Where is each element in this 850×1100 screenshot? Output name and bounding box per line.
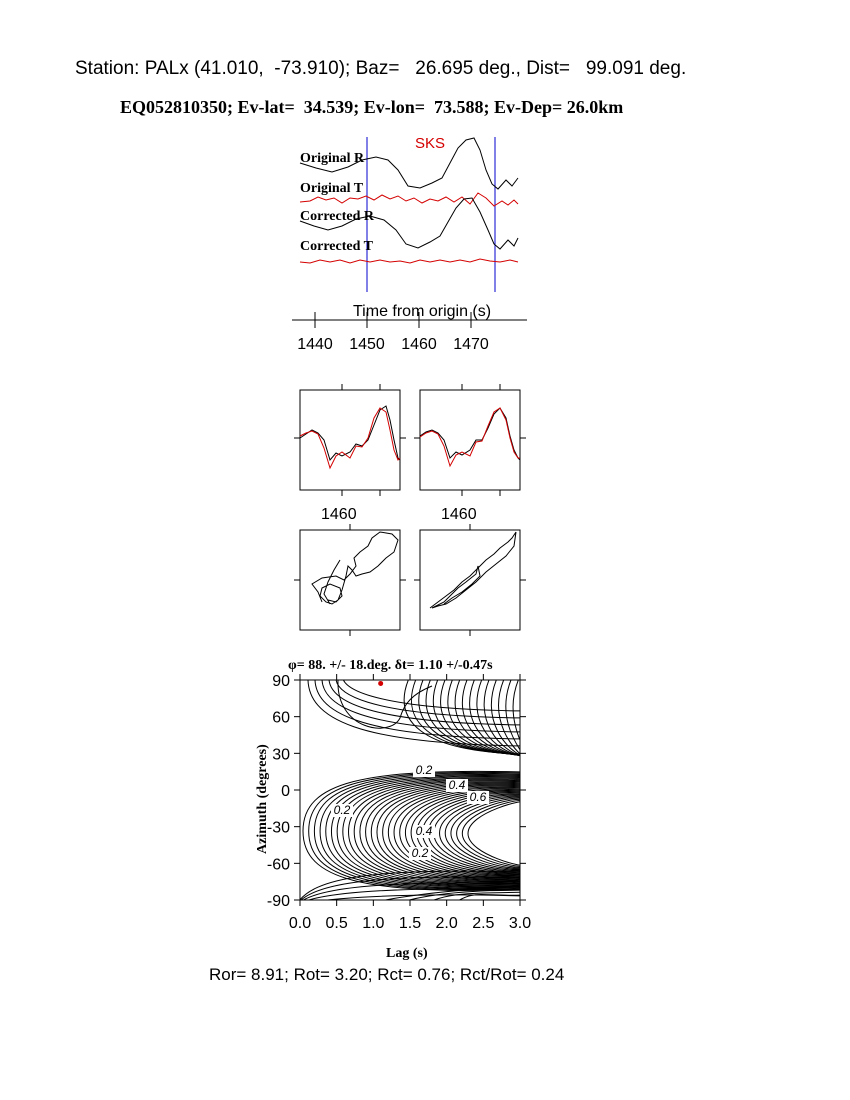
contour-line-center [313,772,520,890]
contour-value-label: 0.6 [470,790,487,804]
contour-line-upper-left [314,680,520,740]
trace-label-corrected-t: Corrected T [300,239,374,254]
contour-label-bg [409,847,431,860]
contour-y-tick-label: 30 [272,746,290,763]
contour-line-upper-left [328,680,520,726]
time-tick-label: 1460 [401,336,437,353]
contour-y-tick-label: 0 [281,783,290,800]
contour-x-tick-label: 3.0 [509,915,531,932]
trace-corrected-r [299,197,519,250]
contour-line-center [450,797,520,869]
energy-contour-panel: φ= 88. +/- 18.deg. δt= 1.10 +/-0.47s 0.0… [255,658,531,961]
contour-line-upper-left [335,680,520,719]
trace-original-t [299,192,519,207]
contour-line-center [325,775,520,888]
contour-line-center [427,793,520,873]
contour-line-upper-left [307,680,520,747]
time-tick-label: 1450 [349,336,385,353]
contour-xlabel: Lag (s) [386,946,428,961]
contour-line-center [365,782,520,882]
correlation-footer: Ror= 8.91; Rot= 3.20; Rct= 0.76; Rct/Rot… [209,965,565,984]
contour-line-center [439,795,520,871]
particle-motion-uncorrected [294,524,406,636]
trace-corrected-t [299,258,519,264]
contour-x-tick-label: 1.5 [399,915,421,932]
contour-line-center [467,801,520,866]
contour-y-tick-label: -60 [267,856,290,873]
contour-line-upper [505,680,520,751]
contour-line-upper-left [343,680,520,712]
particle-motion-corrected [414,524,526,636]
contour-line-lower-right [383,885,520,900]
contour-line-lower [300,870,520,900]
trace-label-original-t: Original T [300,181,364,196]
contour-label-bg [467,791,489,804]
contour-line-center [461,799,520,867]
contour-lines [300,680,520,900]
contour-y-tick-label: -90 [267,893,290,910]
time-axis-ticks: 1440 1450 1460 1470 [297,312,489,353]
contour-line-center [456,798,520,868]
best-fit-marker [378,680,384,686]
contour-line-lower [300,876,520,900]
trace-label-corrected-r: Corrected R [300,209,375,224]
contour-x-tick-label: 0.5 [326,915,348,932]
time-axis-label: Time from origin (s) [353,303,491,320]
contour-label-bg [413,825,435,838]
contour-line-upper [512,680,520,742]
contour-label-bg [413,764,435,777]
contour-line-center [444,796,520,870]
contour-axis-ticks: 0.0 0.5 1.0 1.5 2.0 2.5 3.0 90 60 30 0 -30 -60 -90 [267,673,531,932]
phase-label: SKS [415,135,445,152]
contour-title: φ= 88. +/- 18.deg. δt= 1.10 +/-0.47s [288,658,493,673]
contour-line-center [308,771,520,891]
station-header: Station: PALx (41.010, -73.910); Baz= 26… [75,58,687,79]
contour-y-tick-label: 90 [272,673,290,690]
contour-x-tick-label: 2.0 [436,915,458,932]
overlay-tick-label-right: 1460 [441,506,477,523]
waveform-overlay-corrected: 1460 [414,384,526,523]
contour-line-upper-left [321,680,520,733]
contour-value-labels: 0.2 0.4 0.6 0.2 0.4 0.2 [331,763,489,860]
contour-x-tick-label: 2.5 [472,915,494,932]
contour-ylabel: Azimuth (degrees) [255,744,270,854]
contour-y-tick-label: -30 [267,820,290,837]
contour-line-upper-loop [337,680,433,729]
contour-label-bg [446,779,468,792]
trace-label-original-r: Original R [300,151,365,166]
contour-y-tick-label: 60 [272,710,290,727]
event-header: EQ052810350; Ev-lat= 34.539; Ev-lon= 73.… [120,97,624,117]
contour-line-lower-right [407,888,520,900]
contour-x-tick-label: 0.0 [289,915,311,932]
contour-line-center [359,781,520,883]
contour-line-center [319,773,520,889]
contour-x-tick-label: 1.0 [362,915,384,932]
contour-value-label: 0.4 [416,824,433,838]
contour-line-upper [498,680,520,755]
time-tick-label: 1440 [297,336,333,353]
contour-value-label: 0.4 [449,778,466,792]
overlay-tick-label-left: 1460 [321,506,357,523]
contour-line-lower-right [458,894,520,900]
contour-line-center [342,778,520,886]
contour-value-label: 0.2 [334,803,351,817]
contour-value-label: 0.2 [412,846,429,860]
contour-line-center [348,779,520,885]
waveform-overlay-uncorrected: 1460 [294,384,406,523]
seismogram-panel: SKS Original R Original T Corrected R Co… [292,135,527,353]
contour-label-bg [331,804,353,817]
contour-value-label: 0.2 [416,763,433,777]
time-tick-label: 1470 [453,336,489,353]
contour-line-lower-right [432,891,520,900]
contour-line-center [353,780,520,884]
trace-original-r [299,137,519,190]
contour-line-center [302,770,520,892]
